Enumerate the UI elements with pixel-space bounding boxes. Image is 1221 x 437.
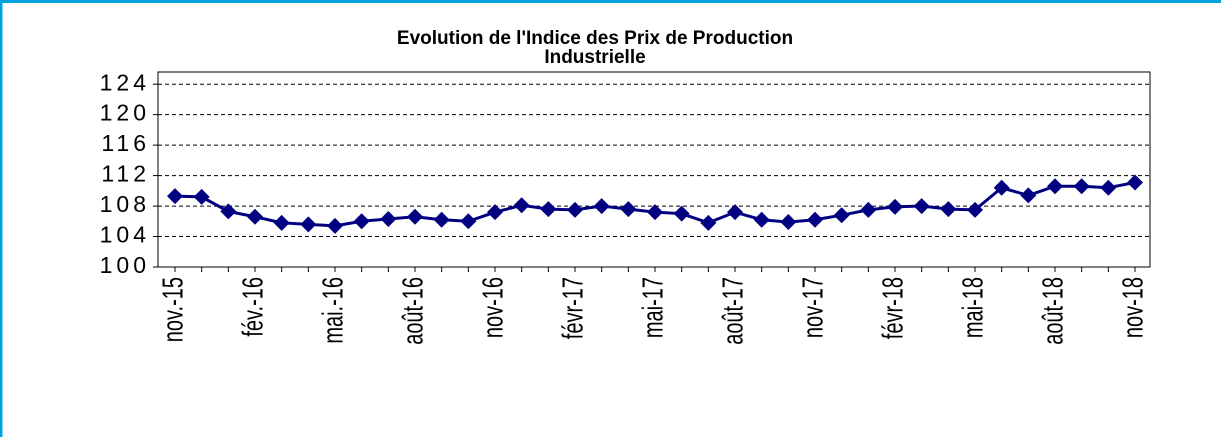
marker <box>460 213 477 230</box>
marker <box>673 205 690 222</box>
marker <box>967 201 983 218</box>
marker <box>273 214 290 231</box>
marker <box>593 198 610 215</box>
x-tick-label: févr-17 <box>558 277 589 339</box>
marker <box>833 207 850 224</box>
marker <box>780 214 797 231</box>
y-tick-label: 108 <box>100 191 150 217</box>
marker <box>487 204 503 221</box>
marker <box>807 211 823 228</box>
marker <box>1047 178 1063 195</box>
marker <box>380 211 397 228</box>
marker <box>620 201 637 218</box>
y-tick-label: 100 <box>100 252 150 278</box>
x-tick-label: août-17 <box>718 277 749 345</box>
y-tick-label: 120 <box>100 100 150 126</box>
marker <box>1020 187 1037 204</box>
x-tick-label: nov-18 <box>1118 277 1149 338</box>
marker <box>193 188 210 205</box>
x-tick-label: fév.-16 <box>238 277 269 337</box>
y-tick-label: 124 <box>100 69 150 95</box>
chart-title: Industrielle <box>544 47 645 68</box>
y-tick-label: 112 <box>101 161 150 187</box>
plot-area <box>157 71 1151 268</box>
marker <box>1127 174 1143 191</box>
marker <box>887 198 903 215</box>
marker <box>647 204 663 221</box>
y-tick-label: 116 <box>101 130 150 156</box>
x-tick-label: mai-17 <box>638 277 669 338</box>
x-tick-label: nov-17 <box>798 277 829 338</box>
marker <box>327 217 343 234</box>
marker <box>167 188 183 205</box>
x-tick-label: août-18 <box>1038 277 1069 345</box>
x-tick-label: nov-16 <box>478 277 509 338</box>
marker <box>407 208 423 225</box>
marker <box>940 201 957 218</box>
marker <box>700 214 717 231</box>
x-tick-label: nov.-15 <box>158 277 189 342</box>
marker <box>300 216 317 233</box>
marker <box>1100 179 1117 196</box>
marker <box>753 211 770 228</box>
x-tick-label: mai-18 <box>958 277 989 338</box>
marker <box>513 197 530 214</box>
marker <box>1073 178 1090 195</box>
x-tick-label: mai.-16 <box>318 277 349 344</box>
marker <box>860 201 877 218</box>
marker <box>220 203 237 220</box>
marker <box>993 179 1010 196</box>
chart-title: Evolution de l'Indice des Prix de Produc… <box>397 28 793 49</box>
marker <box>247 208 263 225</box>
x-tick-label: août-16 <box>398 277 429 345</box>
x-tick-label: févr-18 <box>878 277 909 339</box>
marker <box>540 201 557 218</box>
marker <box>913 198 930 215</box>
y-tick-label: 104 <box>100 222 150 248</box>
marker <box>433 211 450 228</box>
marker <box>727 204 743 221</box>
marker <box>567 201 583 218</box>
marker <box>353 213 370 230</box>
